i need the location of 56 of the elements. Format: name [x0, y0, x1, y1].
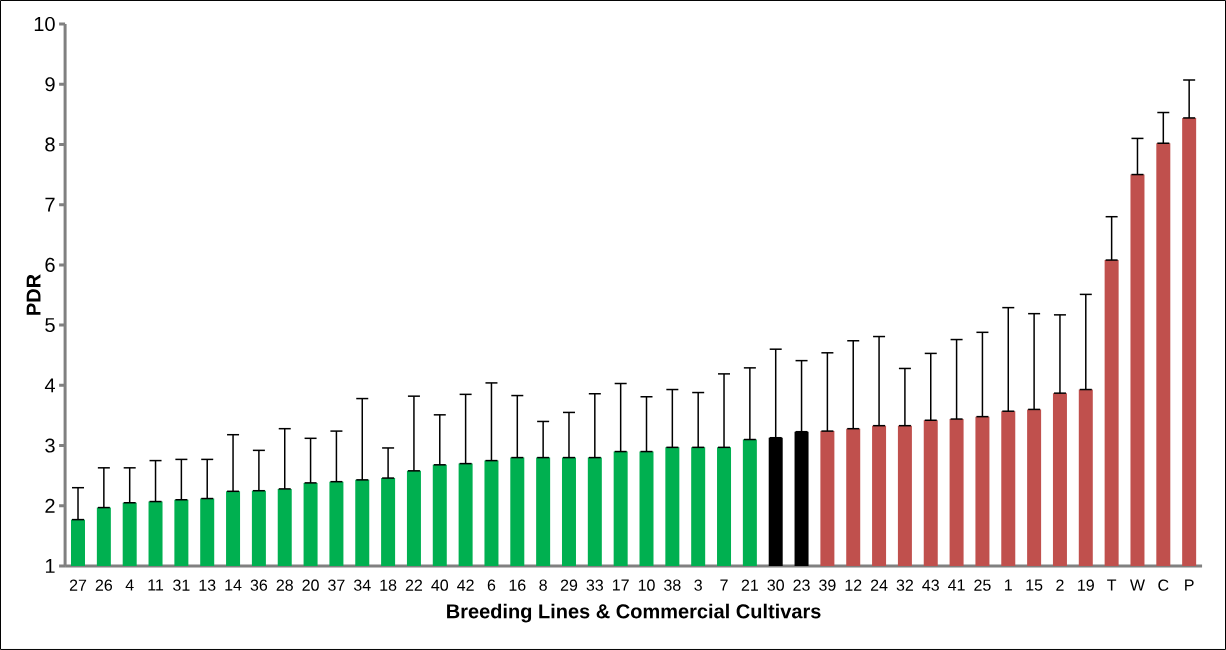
y-axis-title: PDR — [26, 274, 41, 315]
y-tick-label: 1 — [45, 559, 55, 573]
x-tick-label: 33 — [586, 579, 604, 591]
x-tick-label: 11 — [148, 579, 164, 591]
x-tick-label: 34 — [353, 579, 371, 591]
x-tick-label: 36 — [250, 579, 268, 591]
x-tick-label: 42 — [457, 579, 474, 591]
x-tick-label: 24 — [870, 579, 888, 591]
x-tick-label: 20 — [302, 579, 319, 591]
y-tick-label: 10 — [34, 16, 55, 32]
x-tick-label: 7 — [720, 579, 728, 591]
y-tick-label: 4 — [44, 378, 55, 393]
y-tick-label: 7 — [45, 197, 55, 212]
x-tick-label: C — [1158, 579, 1169, 591]
y-tick-label: 5 — [45, 318, 55, 333]
x-tick-label: 29 — [560, 579, 578, 591]
x-tick-label: P — [1185, 579, 1194, 591]
x-tick-label: 39 — [819, 579, 836, 591]
x-tick-label: 18 — [380, 579, 397, 591]
x-tick-label: 6 — [487, 579, 496, 591]
x-tick-label: 26 — [95, 579, 113, 591]
x-tick-label: 17 — [612, 579, 629, 591]
x-tick-label: 15 — [1026, 579, 1043, 591]
x-tick-label: 38 — [664, 579, 681, 591]
x-tick-label: 27 — [69, 579, 87, 591]
y-tick-label: 8 — [45, 137, 55, 152]
x-tick-label: 25 — [974, 579, 991, 591]
x-tick-label: 12 — [845, 579, 862, 591]
x-tick-label: 4 — [125, 579, 134, 591]
x-tick-label: 1 — [1005, 579, 1012, 591]
y-tick-label: 3 — [45, 438, 55, 453]
x-tick-label: 37 — [328, 579, 345, 591]
x-tick-label: 19 — [1078, 579, 1094, 591]
x-tick-label: 14 — [225, 579, 242, 591]
x-tick-label: 30 — [767, 579, 784, 591]
x-tick-label: 21 — [741, 579, 758, 591]
x-tick-label: 2 — [1056, 579, 1064, 591]
y-tick-label: 2 — [45, 498, 55, 513]
x-tick-label: 23 — [793, 579, 810, 591]
x-tick-label: 40 — [431, 579, 449, 591]
x-axis-title: Breeding Lines & Commercial Cultivars — [447, 603, 821, 623]
x-tick-label: 32 — [896, 579, 913, 591]
x-tick-label: T — [1107, 579, 1117, 591]
x-tick-label: 43 — [922, 579, 939, 591]
x-tick-label: 41 — [948, 579, 965, 591]
x-tick-label: 3 — [694, 579, 702, 591]
x-tick-label: 31 — [173, 579, 190, 591]
x-tick-label: 22 — [405, 579, 423, 591]
x-tick-label: 16 — [509, 579, 526, 591]
x-tick-label: 8 — [539, 579, 547, 591]
x-tick-label: 13 — [199, 579, 216, 591]
x-tick-label: 10 — [638, 579, 655, 591]
y-tick-label: 9 — [45, 77, 55, 92]
y-tick-label: 6 — [45, 257, 55, 272]
x-tick-label: W — [1129, 579, 1145, 591]
x-tick-label: 28 — [276, 579, 293, 591]
